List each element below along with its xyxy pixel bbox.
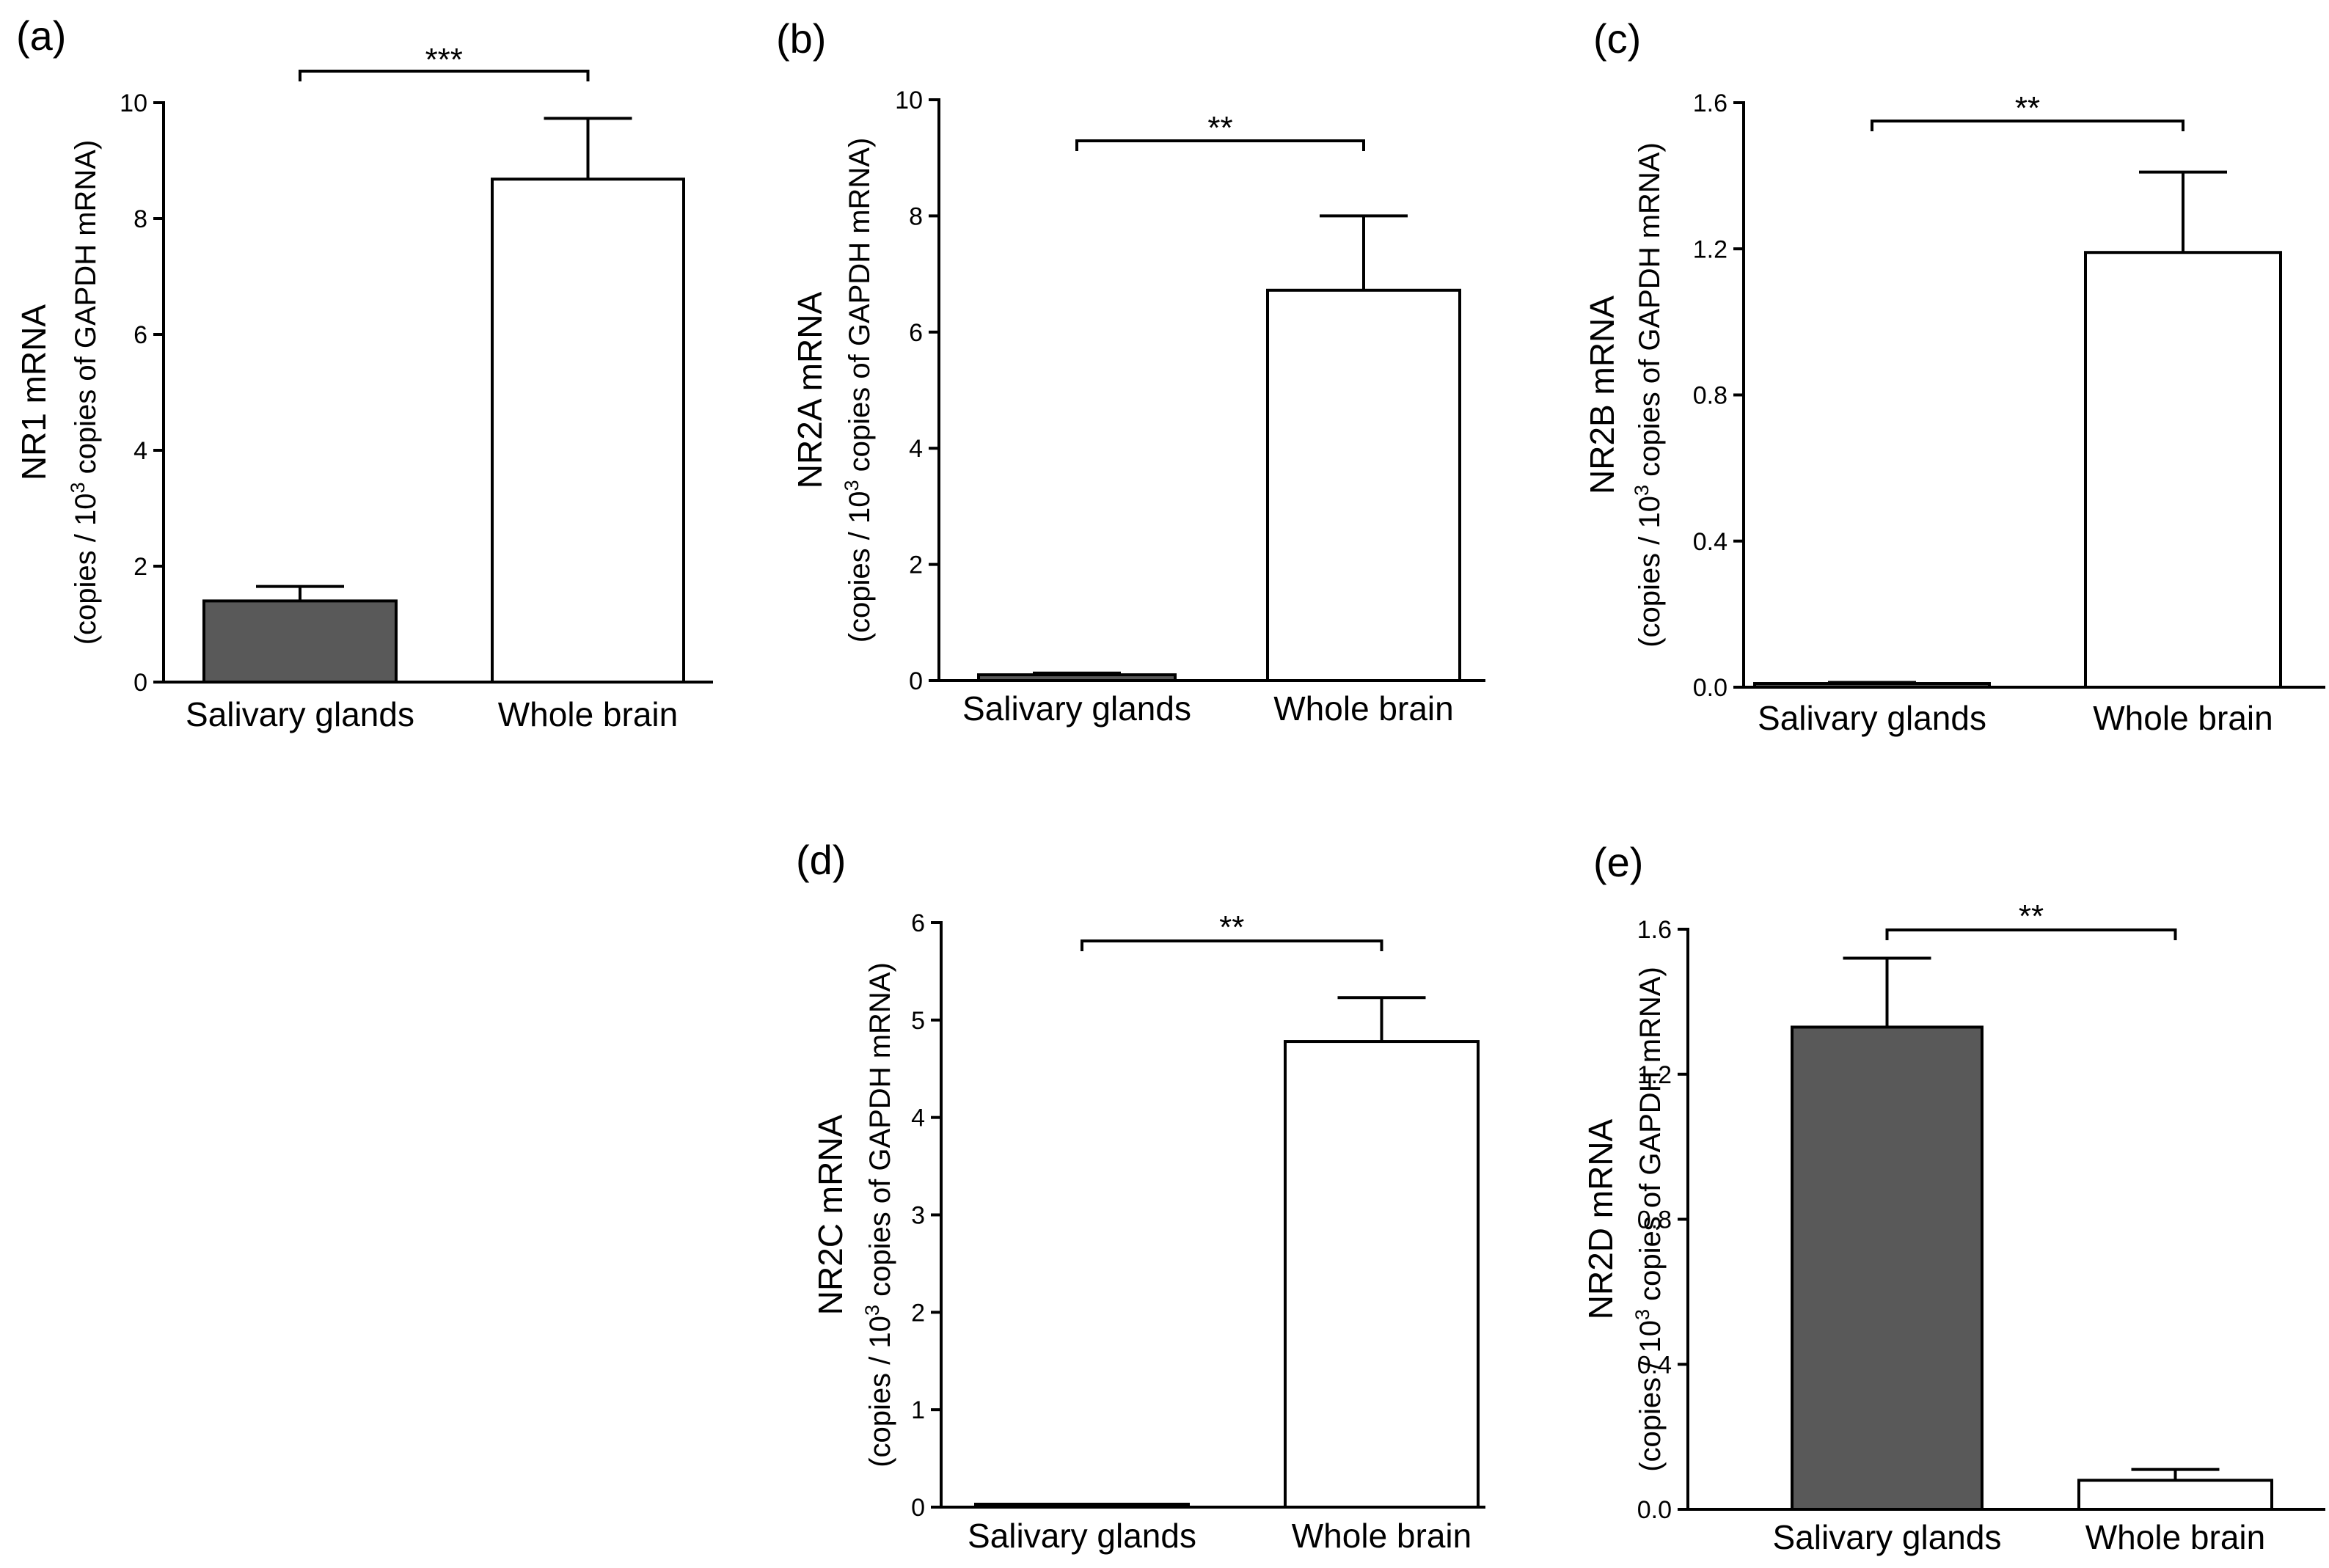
panel-label: (c) [1593,15,1641,62]
y-tick-label: 2 [134,553,147,581]
x-category-label: Salivary glands [1758,699,1986,737]
x-category-label: Salivary glands [962,689,1191,728]
y-tick-label: 0.8 [1693,382,1727,410]
y-tick-label: 0 [911,1494,925,1522]
y-tick-label: 0 [909,667,923,695]
y-tick-label: 10 [895,87,923,114]
y-tick-label: 0.4 [1637,1351,1672,1379]
significance-marker: ** [2015,90,2040,126]
chart-panel-e: (e) NR2D mRNA (copies / 103 copies of GAPD… [1582,839,2325,1556]
y-axis-subtitle-prefix: (copies / 10 [1634,1320,1667,1472]
y-tick-label: 4 [911,1104,925,1132]
y-axis-subtitle-prefix: (copies / 10 [844,491,876,643]
y-tick-label: 4 [134,437,147,465]
y-tick-label: 4 [909,435,923,463]
x-category-label: Whole brain [1292,1517,1471,1555]
chart-panel-b: (b) NR2A mRNA (copies / 103 copies of GAPD… [776,15,1485,728]
panel-label: (b) [776,15,826,62]
x-category-label: Whole brain [1273,689,1453,728]
x-category-label: Whole brain [2093,699,2273,737]
significance-bracket [1871,120,2184,131]
y-axis-subtitle-suffix: copies of GAPDH mRNA) [844,138,876,480]
y-axis-subtitle-suffix: copies of GAPDH mRNA) [1634,142,1666,485]
significance-bracket [1885,928,2177,940]
y-tick-label: 10 [120,89,147,117]
y-axis-subtitle: (copies / 103 copies of GAPDH mRNA) [67,140,102,645]
bar-whole-brain [2077,1479,2273,1511]
y-tick-label: 0 [134,669,147,697]
significance-marker: *** [425,42,463,78]
y-tick-label: 2 [909,552,923,579]
bar-whole-brain [2084,251,2282,689]
x-category-label: Whole brain [2085,1518,2265,1556]
y-tick-label: 0.4 [1693,528,1727,556]
significance-bracket [1081,939,1383,951]
chart-panel-c: (c) NR2B mRNA (copies / 103 copies of GAPD… [1583,15,2325,737]
y-tick-label: 1.2 [1693,235,1727,263]
significance-marker: ** [2019,898,2044,934]
y-tick-label: 0.0 [1693,674,1727,702]
x-category-label: Salivary glands [186,695,414,733]
y-axis-subtitle-prefix: (copies / 10 [864,1316,896,1468]
y-axis-subtitle-suffix: copies of GAPDH mRNA) [1634,967,1667,1309]
panel-label: (e) [1593,839,1643,885]
significance-bracket [299,70,590,81]
y-tick-label: 6 [134,321,147,349]
bar-whole-brain [1284,1040,1480,1509]
y-axis-subtitle-superscript: 3 [1631,485,1653,496]
chart-panel-a: (a) NR1 mRNA (copies / 103 copies of GAPDH… [15,12,713,733]
y-axis-subtitle-suffix: copies of GAPDH mRNA) [864,962,896,1305]
panel-label: (d) [796,837,846,883]
bar-salivary-glands [202,599,398,684]
y-axis-subtitle-prefix: (copies / 10 [70,494,102,645]
x-category-label: Whole brain [498,695,678,733]
y-axis-subtitle-superscript: 3 [841,480,863,491]
y-tick-label: 6 [911,909,925,937]
y-axis-subtitle-superscript: 3 [67,482,89,493]
y-tick-label: 6 [909,319,923,347]
y-axis-title: NR2B mRNA [1583,296,1621,494]
y-tick-label: 1.6 [1693,89,1727,117]
y-tick-label: 8 [134,205,147,233]
y-axis-subtitle: (copies / 103 copies of GAPDH mRNA) [1631,142,1666,648]
x-category-label: Salivary glands [968,1517,1196,1555]
y-axis-subtitle: (copies / 103 copies of GAPDH mRNA) [861,962,896,1468]
y-tick-label: 1.6 [1637,916,1672,944]
y-axis-title: NR2C mRNA [811,1114,849,1315]
y-axis-subtitle-superscript: 3 [861,1305,883,1316]
x-category-label: Salivary glands [1773,1518,2002,1556]
bar-salivary-glands [1753,682,1991,689]
y-axis-subtitle-superscript: 3 [1631,1309,1653,1320]
bar-whole-brain [1266,288,1461,682]
y-tick-label: 0.0 [1637,1496,1672,1524]
bar-whole-brain [491,177,685,684]
y-axis-subtitle-prefix: (copies / 10 [1634,496,1666,648]
y-tick-label: 2 [911,1299,925,1327]
y-axis-subtitle-suffix: copies of GAPDH mRNA) [70,140,102,483]
significance-bracket [1075,139,1365,151]
y-tick-label: 3 [911,1202,925,1230]
y-tick-label: 5 [911,1007,925,1035]
y-axis-title: NR2D mRNA [1582,1118,1620,1319]
bar-salivary-glands [1791,1025,1984,1511]
bar-salivary-glands [977,673,1177,683]
y-axis-subtitle: (copies / 103 copies of GAPDH mRNA) [841,138,876,643]
significance-marker: ** [1219,909,1244,945]
y-tick-label: 1.2 [1637,1061,1672,1089]
y-axis-subtitle: (copies / 103 copies of GAPDH mRNA) [1631,967,1667,1472]
y-tick-label: 1 [911,1396,925,1424]
y-tick-label: 0.8 [1637,1206,1672,1234]
y-axis-title: NR1 mRNA [15,304,53,481]
significance-marker: ** [1207,110,1232,146]
y-axis-title: NR2A mRNA [791,291,829,488]
y-tick-label: 8 [909,202,923,230]
panel-label: (a) [16,12,66,59]
chart-panel-d: (d)NR2C mRNA(copies / 103 copies of GAPD… [796,837,1485,1555]
